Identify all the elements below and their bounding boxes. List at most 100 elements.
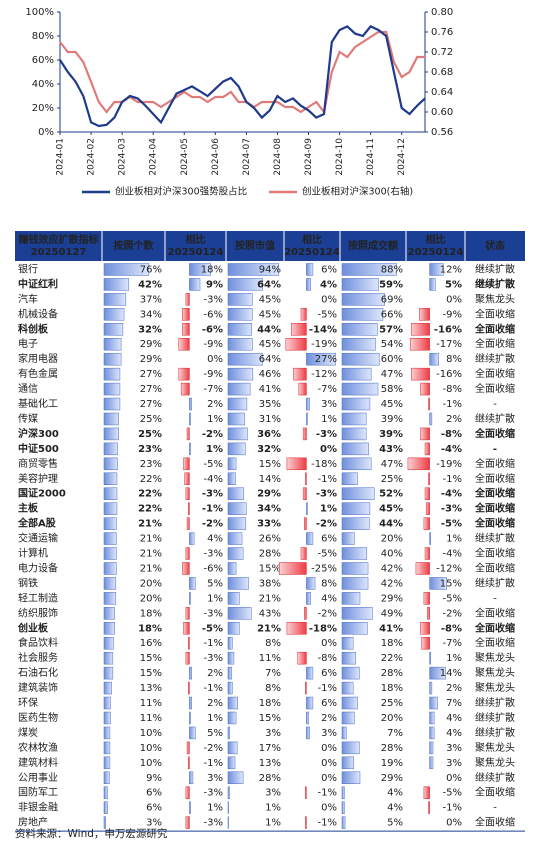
- row-label: 国证2000: [18, 488, 66, 500]
- table-cell: 3%: [446, 743, 462, 754]
- level-bar: [341, 771, 361, 784]
- table-cell: -14%: [309, 324, 337, 335]
- level-bar: [103, 502, 118, 515]
- table-cell: 25%: [138, 429, 162, 440]
- table-cell: 0%: [207, 354, 223, 365]
- table-cell: -7%: [443, 638, 462, 649]
- table-cell: 45%: [259, 339, 281, 350]
- level-bar: [103, 547, 117, 560]
- table-cell: 21%: [257, 623, 281, 634]
- table-cell: -4%: [441, 489, 462, 500]
- table-cell: -8%: [441, 623, 462, 634]
- table-cell: 1%: [321, 414, 337, 425]
- table-cell: 29%: [257, 489, 281, 500]
- table-cell: 49%: [381, 608, 403, 619]
- change-bar: [306, 278, 311, 291]
- change-bar: [286, 622, 307, 635]
- change-bar: [297, 651, 307, 665]
- table-header-bg: [15, 231, 525, 261]
- row-label: 主板: [18, 502, 39, 515]
- y2-tick-label: 0.56: [431, 127, 453, 138]
- level-bar: [227, 711, 237, 725]
- change-bar: [300, 547, 307, 560]
- row-label: 农林牧渔: [18, 741, 58, 754]
- level-bar: [103, 622, 115, 635]
- level-bar: [341, 696, 358, 710]
- change-bar: [183, 457, 190, 471]
- change-bar: [420, 382, 430, 396]
- table-cell: 2%: [207, 698, 223, 709]
- change-bar: [306, 577, 316, 590]
- table-cell: 22%: [138, 504, 162, 515]
- level-bar: [341, 592, 361, 605]
- level-bar: [341, 801, 345, 814]
- x-tick-label: 2024-02: [87, 138, 97, 176]
- table-cell: -8%: [443, 384, 462, 395]
- level-bar: [227, 278, 263, 291]
- change-bar: [306, 711, 309, 725]
- change-bar: [424, 442, 430, 456]
- table-cell: 29%: [381, 773, 403, 784]
- table-cell: -1%: [204, 638, 223, 649]
- table-cell: 7%: [446, 698, 462, 709]
- table-cell: 46%: [259, 369, 281, 380]
- table-cell: 21%: [259, 593, 281, 604]
- change-bar: [187, 502, 190, 515]
- change-bar: [182, 562, 190, 575]
- header-cell: 20250124: [284, 247, 340, 258]
- table-cell: 36%: [257, 429, 281, 440]
- level-bar: [341, 263, 397, 276]
- table-cell: 10%: [140, 728, 162, 739]
- level-bar: [227, 622, 240, 635]
- table-cell: 94%: [259, 264, 281, 275]
- level-bar: [103, 457, 118, 471]
- level-bar: [341, 308, 384, 321]
- table-cell: 1%: [265, 818, 281, 829]
- table-cell: 11%: [140, 713, 162, 724]
- row-label: 电子: [18, 337, 38, 350]
- change-bar: [189, 666, 193, 680]
- table-cell: -3%: [204, 294, 223, 305]
- table-cell: 27%: [315, 354, 337, 365]
- table-cell: 22%: [381, 653, 403, 664]
- status-cell: -: [493, 803, 497, 814]
- table-cell: -6%: [204, 563, 223, 574]
- status-cell: 全面收缩: [475, 382, 515, 395]
- table-cell: -2%: [204, 743, 223, 754]
- table-cell: 11%: [140, 698, 162, 709]
- row-label: 建筑材料: [18, 756, 58, 769]
- table-cell: -7%: [318, 384, 337, 395]
- change-bar: [303, 607, 307, 620]
- table-cell: 32%: [257, 444, 281, 455]
- table-cell: 23%: [140, 459, 162, 470]
- level-bar: [227, 367, 254, 381]
- level-bar: [341, 427, 367, 441]
- status-cell: 继续扩散: [475, 277, 516, 290]
- level-bar: [341, 786, 345, 799]
- x-tick-label: 2024-05: [180, 138, 190, 176]
- row-label: 全部A股: [17, 517, 57, 530]
- table-cell: -1%: [202, 504, 223, 515]
- status-cell: 全面收缩: [475, 636, 515, 649]
- change-bar: [415, 562, 430, 575]
- change-bar: [186, 741, 190, 755]
- table-cell: 28%: [381, 668, 403, 679]
- status-cell: 全面收缩: [475, 307, 515, 320]
- table-cell: 23%: [138, 444, 162, 455]
- x-tick-label: 2024-06: [211, 138, 221, 176]
- table-cell: 15%: [259, 459, 281, 470]
- status-cell: -: [493, 444, 497, 455]
- table-cell: -3%: [204, 653, 223, 664]
- change-bar: [429, 278, 436, 291]
- x-tick-label: 2024-12: [397, 138, 407, 176]
- table-cell: -1%: [318, 683, 337, 694]
- y2-tick-label: 0.68: [431, 67, 453, 78]
- status-cell: 继续扩散: [475, 711, 515, 724]
- header-cell: 相比: [186, 233, 206, 246]
- table-cell: 43%: [379, 444, 403, 455]
- row-label: 中证500: [18, 442, 59, 455]
- change-bar: [423, 592, 430, 605]
- table-cell: -16%: [434, 324, 462, 335]
- row-label: 建筑装饰: [18, 681, 58, 694]
- level-bar: [227, 592, 240, 605]
